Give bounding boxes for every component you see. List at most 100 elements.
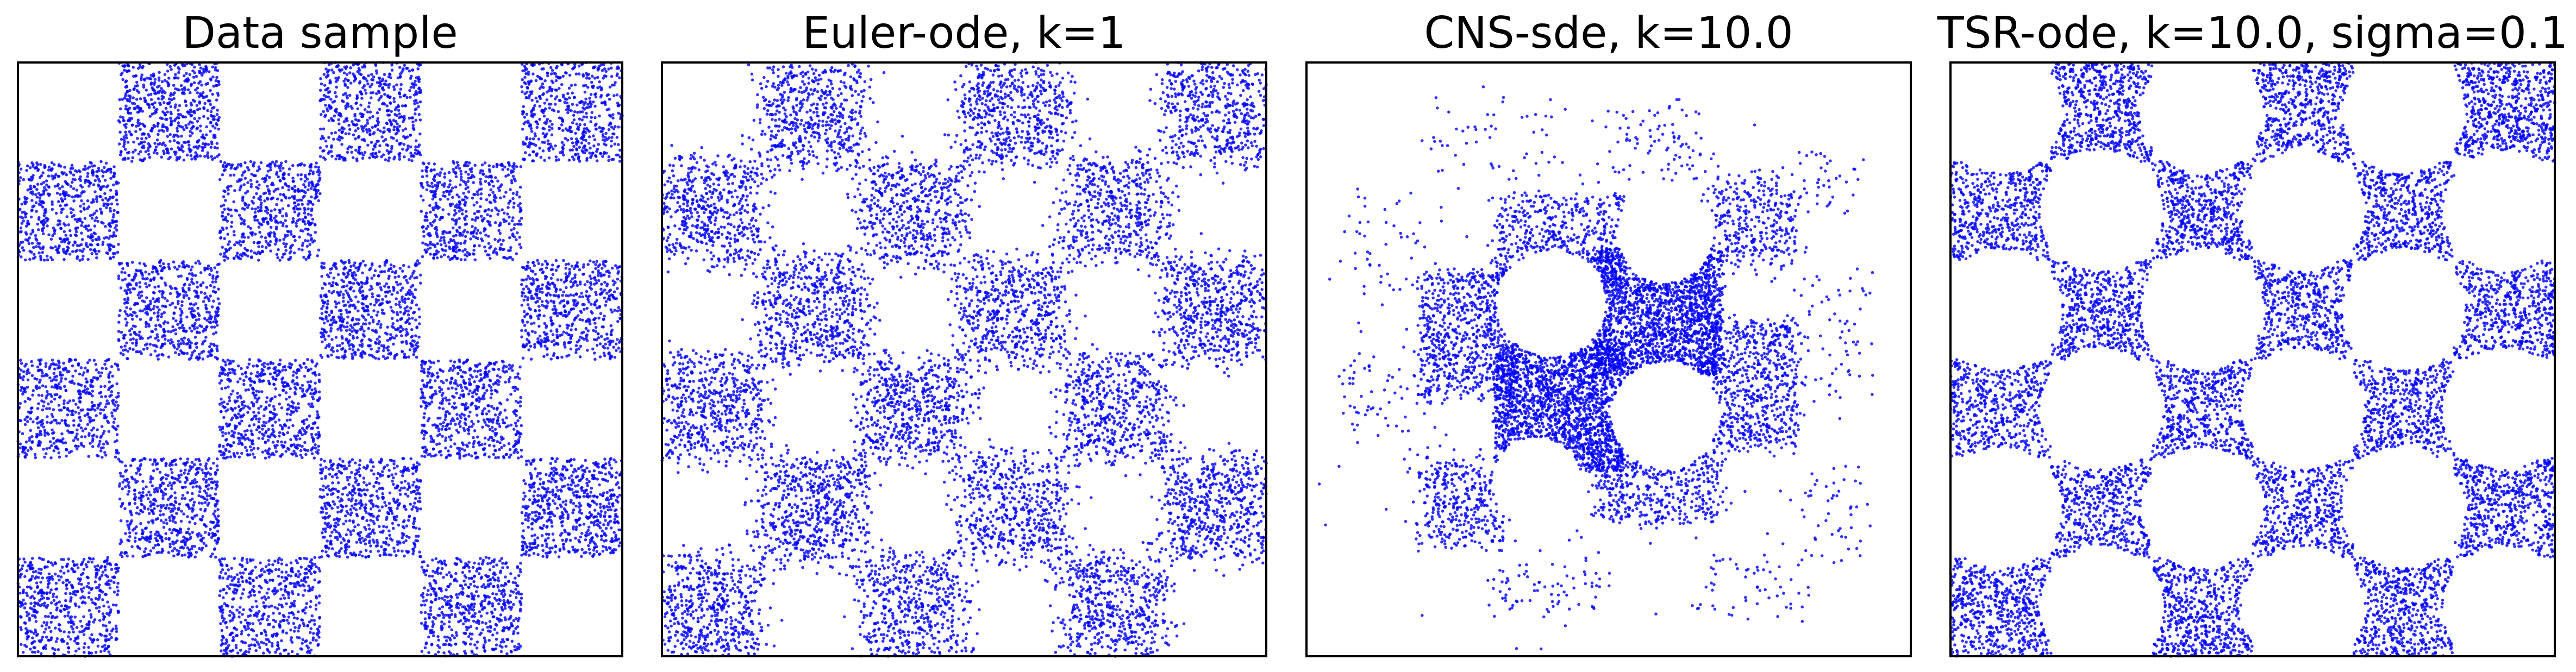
scatter-point [472, 620, 476, 623]
scatter-point [287, 616, 291, 619]
scatter-point [358, 69, 361, 72]
scatter-point [595, 503, 598, 506]
scatter-point [500, 446, 503, 449]
scatter-point [361, 86, 365, 90]
scatter-point [26, 165, 29, 168]
scatter-point [280, 562, 284, 566]
scatter-point [55, 595, 59, 599]
scatter-point [113, 417, 116, 420]
scatter-point [398, 300, 402, 304]
scatter-point [267, 596, 270, 599]
scatter-point [37, 203, 41, 206]
scatter-point [576, 104, 579, 107]
scatter-point [202, 115, 205, 118]
scatter-point [114, 456, 117, 459]
scatter-point [410, 86, 413, 89]
scatter-point [277, 561, 280, 564]
scatter-point [297, 164, 300, 167]
scatter-point [36, 196, 39, 199]
scatter-point [415, 356, 418, 359]
scatter-point [487, 455, 491, 459]
scatter-point [401, 474, 404, 478]
scatter-point [101, 198, 104, 202]
scatter-point [191, 461, 194, 464]
scatter-point [82, 255, 85, 258]
scatter-point [615, 499, 618, 502]
scatter-point [321, 287, 324, 290]
scatter-point [270, 226, 273, 229]
scatter-point [138, 262, 141, 265]
scatter-point [58, 600, 61, 604]
scatter-point [376, 313, 379, 317]
scatter-point [293, 626, 297, 629]
scatter-point [580, 141, 584, 145]
scatter-point [77, 567, 80, 570]
scatter-point [495, 638, 498, 641]
scatter-point [423, 455, 427, 459]
scatter-point [307, 189, 310, 192]
scatter-point [192, 99, 195, 102]
scatter-point [48, 626, 51, 629]
scatter-point [456, 596, 459, 599]
scatter-point [23, 400, 27, 403]
scatter-point [520, 424, 523, 428]
scatter-point [145, 321, 148, 324]
scatter-point [551, 467, 554, 470]
scatter-point [46, 421, 49, 424]
scatter-point [537, 325, 541, 328]
scatter-point [280, 199, 284, 202]
scatter-point [118, 309, 122, 312]
scatter-point [144, 282, 147, 285]
scatter-point [164, 73, 167, 76]
scatter-point [320, 458, 323, 461]
scatter-point [346, 479, 349, 482]
scatter-point [522, 529, 525, 532]
scatter-point [99, 374, 102, 378]
scatter-point [335, 336, 338, 339]
scatter-point [431, 558, 434, 562]
scatter-point [616, 93, 619, 97]
scatter-point [131, 342, 134, 345]
scatter-point [446, 585, 449, 588]
scatter-point [149, 493, 152, 497]
scatter-point [230, 225, 233, 229]
scatter-point [386, 325, 389, 329]
scatter-point [97, 645, 100, 648]
scatter-point [226, 626, 229, 629]
scatter-point [323, 460, 327, 463]
scatter-point [409, 96, 412, 99]
scatter-point [498, 224, 501, 227]
scatter-point [45, 636, 48, 639]
scatter-point [115, 396, 118, 399]
scatter-point [489, 568, 492, 571]
scatter-point [504, 381, 507, 384]
scatter-point [536, 475, 539, 478]
scatter-point [201, 502, 204, 505]
scatter-point [540, 458, 543, 461]
scatter-point [521, 522, 524, 525]
scatter-point [480, 614, 483, 618]
scatter-point [512, 451, 516, 455]
scatter-point [381, 311, 384, 315]
scatter-point [515, 596, 518, 599]
scatter-point [545, 545, 548, 548]
scatter-point [153, 106, 156, 109]
scatter-point [300, 173, 303, 177]
scatter-point [82, 203, 85, 206]
scatter-point [148, 512, 151, 515]
scatter-point [349, 533, 353, 536]
scatter-point [414, 112, 417, 116]
scatter-point [142, 495, 145, 498]
scatter-point [318, 373, 321, 376]
scatter-point [47, 403, 50, 406]
scatter-point [453, 636, 457, 639]
scatter-point [427, 636, 430, 639]
scatter-point [319, 77, 322, 80]
scatter-point [105, 403, 108, 406]
scatter-point [329, 539, 333, 543]
scatter-point [324, 522, 327, 525]
scatter-point [170, 494, 173, 498]
scatter-point [238, 422, 241, 425]
scatter-point [442, 236, 446, 239]
scatter-point [576, 284, 579, 287]
